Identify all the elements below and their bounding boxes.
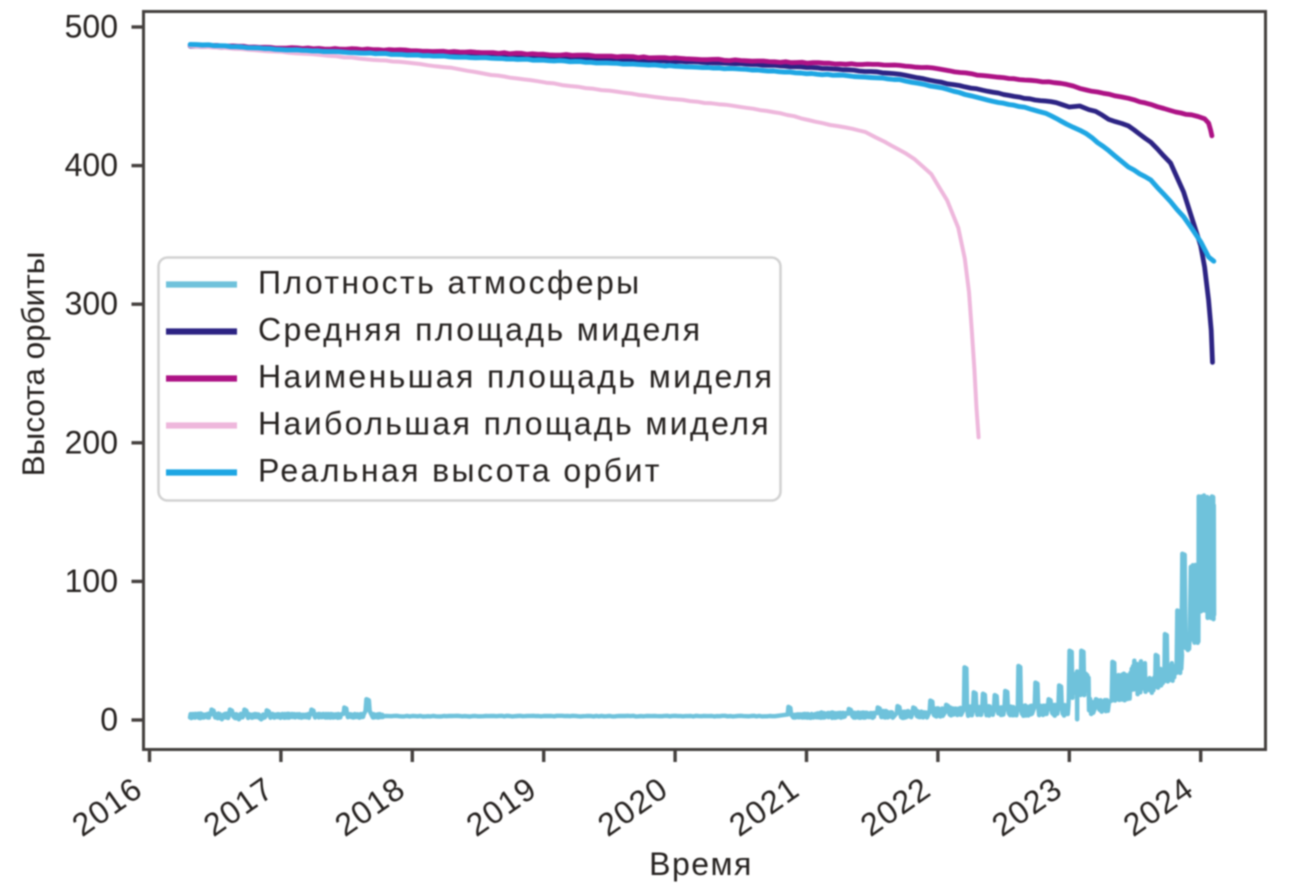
svg-text:Время: Время <box>649 846 753 882</box>
svg-text:Плотность атмосферы: Плотность атмосферы <box>258 265 642 301</box>
svg-text:Наименьшая площадь миделя: Наименьшая площадь миделя <box>258 359 774 395</box>
svg-text:500: 500 <box>65 9 118 45</box>
svg-text:Средняя площадь миделя: Средняя площадь миделя <box>258 312 703 348</box>
svg-text:100: 100 <box>65 563 118 599</box>
svg-text:Наибольшая площадь миделя: Наибольшая площадь миделя <box>258 406 771 442</box>
svg-text:300: 300 <box>65 286 118 322</box>
svg-text:Высота орбиты: Высота орбиты <box>15 252 51 477</box>
svg-text:400: 400 <box>65 147 118 183</box>
svg-text:0: 0 <box>100 702 118 738</box>
svg-text:200: 200 <box>65 424 118 460</box>
svg-text:Реальная высота орбит: Реальная высота орбит <box>258 453 662 489</box>
